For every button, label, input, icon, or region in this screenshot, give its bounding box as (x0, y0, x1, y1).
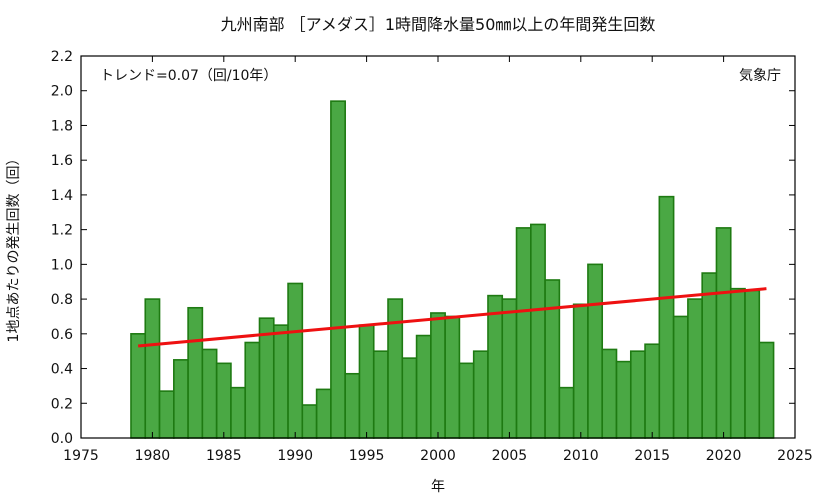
bar-2011 (587, 263, 604, 439)
x-tick-label: 2005 (492, 448, 528, 464)
y-tick-label: 2.0 (51, 84, 73, 100)
x-tick-label: 1975 (63, 448, 99, 464)
y-tick-label: 2.2 (51, 49, 73, 65)
chart-title: 九州南部 ［アメダス］1時間降水量50㎜以上の年間発生回数 (221, 15, 656, 34)
bar-1979 (130, 333, 147, 439)
bar-1986 (230, 386, 247, 439)
bar-2008 (544, 279, 561, 439)
bar-2018 (687, 298, 703, 439)
bar-2010 (572, 303, 589, 439)
x-tick-label: 2025 (777, 448, 813, 464)
y-tick-label: 0.2 (51, 396, 73, 412)
x-axis-label: 年 (431, 479, 445, 495)
bar-1991 (301, 404, 318, 439)
bar-2002 (458, 362, 475, 439)
x-tick-label: 1990 (277, 448, 313, 464)
bar-2009 (558, 386, 575, 439)
y-tick-label: 1.8 (51, 118, 73, 134)
bar-1992 (315, 388, 332, 439)
y-tick-label: 0.8 (51, 292, 73, 308)
bar-2017 (672, 315, 689, 439)
bar-2000 (430, 312, 446, 439)
bar-1984 (201, 348, 218, 439)
y-tick-label: 1.4 (51, 188, 73, 204)
bar-1980 (144, 298, 161, 439)
bar-2014 (629, 350, 646, 439)
x-tick-label: 1985 (206, 448, 242, 464)
x-tick-label: 1980 (135, 448, 171, 464)
trend-annotation: トレンド=0.07（回/10年） (100, 68, 277, 84)
bar-1993 (330, 100, 346, 439)
bar-2016 (658, 195, 675, 439)
bar-2019 (701, 272, 718, 439)
bar-1994 (344, 372, 361, 439)
bar-2023 (758, 341, 775, 439)
source-annotation: 気象庁 (739, 68, 781, 84)
bar-1981 (158, 390, 175, 439)
bar-1982 (173, 359, 189, 439)
bar-1983 (187, 306, 204, 439)
x-tick-label: 2015 (634, 448, 670, 464)
bar-2005 (501, 298, 518, 439)
bar-2007 (530, 223, 546, 439)
bar-1997 (387, 298, 404, 439)
x-tick-label: 2010 (563, 448, 599, 464)
bar-1990 (287, 282, 304, 439)
y-tick-label: 1.0 (51, 257, 73, 273)
x-axis: 1975 1980 1985 1990 1995 2000 2005 2010 2015 2020… (63, 56, 813, 464)
bar-2020 (715, 227, 732, 439)
trend-line (137, 287, 767, 348)
x-tick-label: 2020 (706, 448, 742, 464)
bar-1989 (272, 324, 289, 439)
bar-2006 (515, 227, 532, 439)
bar-2003 (472, 350, 489, 439)
bars-group (130, 100, 775, 439)
y-tick-label: 0.6 (51, 327, 73, 343)
y-axis-label: 1地点あたりの発生回数（回） (6, 152, 22, 343)
bar-2021 (729, 287, 746, 439)
bar-2022 (744, 289, 761, 439)
y-axis: 0.0 0.2 0.4 0.6 0.8 1.0 1.2 1.4 1.6 1.8 2.0 2.2 (51, 49, 795, 447)
bar-2012 (601, 348, 618, 439)
bar-1995 (358, 324, 375, 439)
bar-1999 (415, 334, 432, 439)
bar-2004 (487, 294, 504, 439)
y-tick-label: 1.2 (51, 223, 73, 239)
bar-2015 (644, 343, 661, 439)
trend-group (137, 287, 767, 348)
bar-1996 (372, 350, 389, 439)
x-tick-label: 2000 (420, 448, 456, 464)
y-tick-label: 0.4 (51, 362, 73, 378)
x-tick-label: 1995 (349, 448, 385, 464)
y-tick-label: 0.0 (51, 431, 73, 447)
bar-1998 (401, 357, 418, 439)
bar-2013 (615, 360, 632, 439)
y-tick-label: 1.6 (51, 153, 73, 169)
bar-2001 (444, 315, 461, 439)
bar-1987 (244, 341, 261, 439)
bar-1985 (215, 362, 232, 439)
